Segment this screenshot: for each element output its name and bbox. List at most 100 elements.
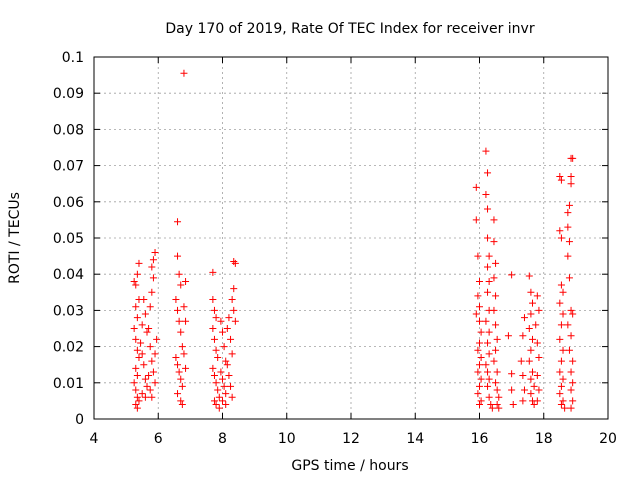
data-point bbox=[148, 393, 156, 401]
data-point bbox=[135, 397, 143, 405]
data-point bbox=[527, 346, 535, 354]
grid-lines bbox=[94, 57, 608, 419]
data-point bbox=[135, 259, 143, 267]
y-tick-label: 0.05 bbox=[53, 231, 84, 247]
data-point bbox=[482, 361, 490, 369]
data-point bbox=[474, 390, 482, 398]
data-point bbox=[565, 346, 573, 354]
data-point bbox=[228, 350, 236, 358]
data-point bbox=[146, 386, 154, 394]
data-point bbox=[556, 299, 564, 307]
data-point bbox=[557, 401, 565, 409]
y-tick-label: 0.08 bbox=[53, 122, 84, 138]
data-point bbox=[492, 292, 500, 300]
data-point bbox=[140, 296, 148, 304]
data-point bbox=[508, 370, 516, 378]
data-point bbox=[569, 310, 577, 318]
data-point bbox=[492, 259, 500, 267]
data-point bbox=[569, 397, 577, 405]
data-point bbox=[484, 339, 492, 347]
data-point bbox=[484, 234, 492, 242]
x-tick-labels: 4 6 8 10 12 14 16 18 20 bbox=[90, 431, 617, 447]
data-point bbox=[225, 314, 233, 322]
data-point bbox=[561, 404, 569, 412]
data-point bbox=[567, 332, 575, 340]
x-tick-label: 10 bbox=[278, 431, 296, 447]
data-point bbox=[214, 386, 222, 394]
data-point bbox=[569, 154, 577, 162]
data-point bbox=[219, 397, 226, 405]
data-point bbox=[559, 310, 567, 318]
data-point bbox=[517, 357, 525, 365]
data-point bbox=[174, 390, 182, 398]
data-point bbox=[525, 325, 533, 332]
data-point bbox=[143, 382, 151, 390]
data-point bbox=[138, 350, 146, 358]
data-point bbox=[484, 169, 492, 177]
data-point bbox=[484, 263, 492, 271]
y-tick-labels: 0 0.01 0.02 0.03 0.04 0.05 0.06 0.07 0.08 0.09 0.1 bbox=[53, 50, 84, 428]
data-point bbox=[487, 401, 495, 409]
data-point bbox=[151, 379, 159, 387]
data-point bbox=[212, 379, 220, 387]
data-point bbox=[508, 386, 516, 394]
data-point bbox=[146, 343, 154, 351]
data-point bbox=[477, 328, 485, 336]
data-point bbox=[141, 375, 149, 383]
data-point bbox=[477, 397, 485, 405]
data-point bbox=[135, 353, 143, 361]
data-point bbox=[227, 382, 235, 390]
data-point bbox=[148, 288, 156, 296]
y-tick-label: 0.09 bbox=[53, 86, 84, 102]
data-point bbox=[493, 335, 501, 343]
data-point bbox=[485, 350, 493, 358]
y-tick-label: 0.06 bbox=[53, 195, 84, 211]
x-tick-label: 8 bbox=[218, 431, 227, 447]
data-point bbox=[533, 339, 541, 347]
data-point bbox=[146, 303, 154, 311]
data-point bbox=[474, 346, 482, 354]
chart-title: Day 170 of 2019, Rate Of TEC Index for r… bbox=[165, 21, 534, 37]
data-point bbox=[133, 270, 141, 278]
data-point bbox=[217, 368, 225, 376]
data-point bbox=[175, 317, 183, 325]
data-point bbox=[227, 335, 235, 343]
data-point bbox=[174, 252, 182, 260]
data-point bbox=[533, 397, 541, 405]
data-point bbox=[565, 238, 573, 246]
data-point bbox=[178, 343, 186, 351]
data-point bbox=[133, 346, 141, 354]
data-point bbox=[557, 281, 565, 289]
data-point bbox=[556, 368, 564, 376]
data-point bbox=[178, 382, 186, 390]
data-point bbox=[153, 335, 161, 343]
data-point bbox=[504, 332, 512, 340]
data-point bbox=[130, 379, 138, 387]
data-point bbox=[217, 317, 225, 325]
data-point bbox=[509, 401, 517, 409]
data-point bbox=[130, 277, 138, 285]
data-point bbox=[485, 375, 493, 383]
data-point bbox=[529, 335, 537, 343]
data-point bbox=[177, 281, 185, 289]
data-point bbox=[557, 357, 565, 365]
data-point bbox=[556, 335, 564, 343]
data-point bbox=[182, 364, 190, 372]
data-point bbox=[564, 252, 572, 260]
data-point bbox=[484, 382, 492, 390]
data-point bbox=[569, 357, 577, 365]
data-point bbox=[493, 368, 501, 376]
data-point bbox=[532, 321, 540, 329]
data-point bbox=[535, 386, 543, 394]
data-point bbox=[559, 375, 567, 383]
data-point bbox=[182, 317, 190, 325]
data-point bbox=[564, 321, 572, 329]
data-point bbox=[149, 368, 157, 376]
data-point bbox=[149, 274, 157, 282]
data-point bbox=[132, 386, 140, 394]
data-point bbox=[484, 288, 492, 296]
data-point bbox=[177, 328, 185, 336]
data-point bbox=[520, 386, 528, 394]
data-point bbox=[490, 274, 498, 282]
data-point bbox=[559, 346, 567, 354]
